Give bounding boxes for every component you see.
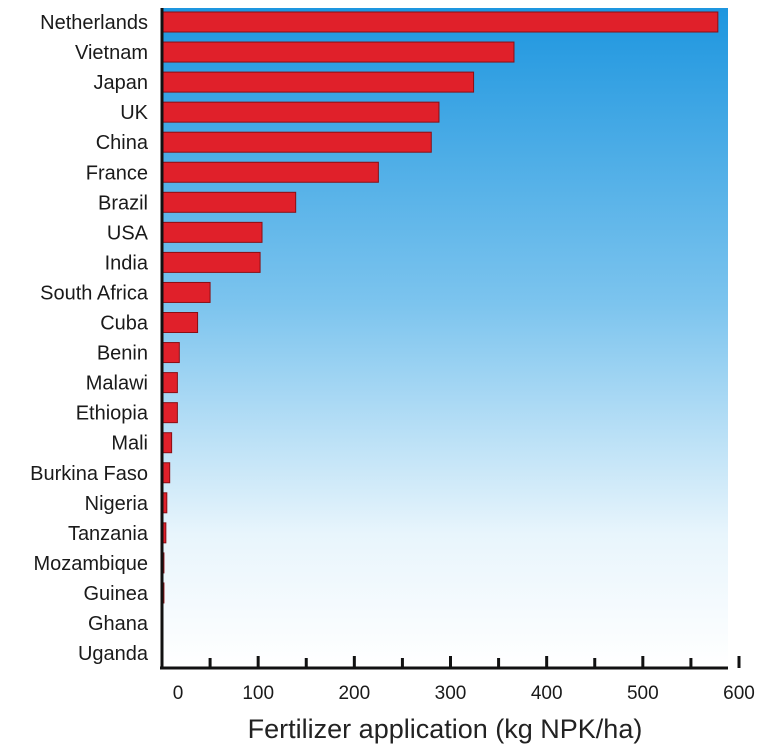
category-label-france: France	[86, 162, 148, 184]
category-label-guinea: Guinea	[84, 583, 149, 605]
category-label-india: India	[105, 252, 149, 274]
category-label-netherlands: Netherlands	[40, 12, 148, 34]
category-labels: Netherlands Vietnam Japan UK China France Braz…	[30, 12, 149, 665]
category-label-mozambique: Mozambique	[33, 553, 148, 575]
x-tick-label-500: 500	[627, 683, 659, 704]
bar-brazil	[161, 191, 297, 213]
category-label-south-africa: South Africa	[40, 282, 149, 304]
category-label-china: China	[96, 132, 149, 154]
category-label-tanzania: Tanzania	[68, 523, 149, 545]
bar-france	[161, 161, 379, 183]
bar-vietnam	[161, 41, 515, 63]
bar-china	[161, 131, 432, 153]
bar-uk	[161, 101, 440, 123]
category-label-malawi: Malawi	[86, 373, 148, 395]
category-label-uganda: Uganda	[78, 643, 149, 665]
category-label-usa: USA	[107, 222, 149, 244]
category-label-japan: Japan	[94, 72, 149, 94]
x-tick-label-200: 200	[338, 683, 370, 704]
category-label-mali: Mali	[111, 433, 148, 455]
bar-benin	[161, 342, 180, 364]
category-label-vietnam: Vietnam	[75, 42, 148, 64]
category-label-brazil: Brazil	[98, 192, 148, 214]
bar-netherlands	[161, 11, 719, 33]
x-tick-label-600: 600	[723, 683, 755, 704]
bar-south-africa	[161, 281, 211, 303]
x-tick-label-300: 300	[435, 683, 467, 704]
x-tick-label-100: 100	[242, 683, 274, 704]
category-label-nigeria: Nigeria	[85, 493, 149, 515]
bar-ethiopia	[161, 402, 178, 424]
x-axis-title: Fertilizer application (kg NPK/ha)	[248, 714, 643, 744]
bar-cuba	[161, 312, 199, 333]
category-label-cuba: Cuba	[100, 313, 149, 335]
bar-india	[161, 251, 261, 273]
bar-japan	[161, 71, 475, 93]
x-tick-label-0: 0	[173, 683, 184, 704]
bar-malawi	[161, 372, 178, 394]
bar-usa	[161, 221, 263, 243]
category-label-benin: Benin	[97, 343, 148, 365]
category-label-uk: UK	[120, 102, 148, 124]
x-tick-label-400: 400	[531, 683, 563, 704]
category-label-burkina-faso: Burkina Faso	[30, 463, 148, 485]
category-label-ghana: Ghana	[88, 613, 149, 635]
x-axis-ticks: 0 100 200 300 400 500 600	[173, 656, 755, 704]
category-label-ethiopia: Ethiopia	[76, 403, 149, 425]
